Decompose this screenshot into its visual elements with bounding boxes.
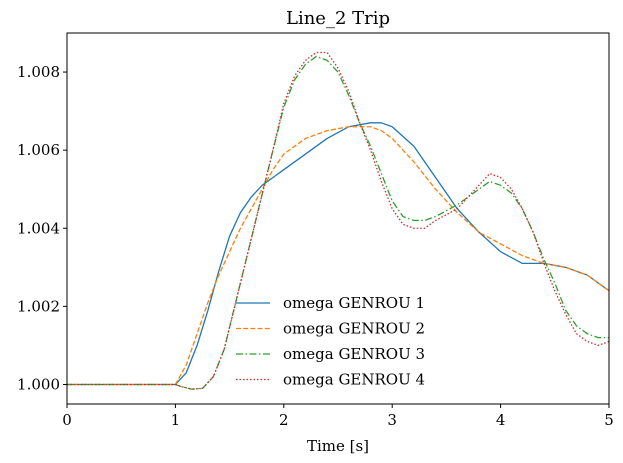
y-tick-label: 1.002: [17, 297, 60, 315]
x-tick-label: 1: [171, 411, 181, 429]
chart-title: Line_2 Trip: [286, 8, 390, 29]
legend-label: omega GENROU 4: [283, 371, 425, 389]
x-tick-label: 4: [496, 411, 506, 429]
x-tick-label: 0: [62, 411, 72, 429]
legend-item-4: omega GENROU 4: [236, 371, 425, 389]
legend-item-3: omega GENROU 3: [236, 345, 425, 363]
y-tick-label: 1.006: [17, 141, 60, 159]
legend-item-1: omega GENROU 1: [236, 294, 425, 312]
plot-area: [67, 33, 609, 404]
legend: omega GENROU 1 omega GENROU 2 omega GENROU…: [236, 294, 425, 389]
x-tick-label: 5: [604, 411, 614, 429]
y-tick-label: 1.008: [17, 63, 60, 81]
x-axis-label: Time [s]: [307, 437, 369, 455]
legend-item-2: omega GENROU 2: [236, 320, 425, 338]
axes: 0 1 2 3 4 5 1.000 1.002 1.004 1.006 1.008: [17, 32, 614, 429]
y-tick-label: 1.000: [17, 375, 60, 393]
axes-frame: [66, 32, 610, 405]
series-line-2: [67, 126, 610, 386]
legend-label: omega GENROU 1: [283, 294, 425, 312]
y-tick-label: 1.004: [17, 219, 60, 237]
series-line-4: [67, 51, 610, 390]
plot-background: [67, 33, 609, 404]
legend-label: omega GENROU 2: [283, 320, 425, 338]
legend-label: omega GENROU 3: [283, 345, 425, 363]
x-tick-label: 2: [279, 411, 289, 429]
x-tick-label: 3: [387, 411, 397, 429]
series-line-1: [67, 122, 610, 386]
series-lines: [67, 51, 610, 390]
